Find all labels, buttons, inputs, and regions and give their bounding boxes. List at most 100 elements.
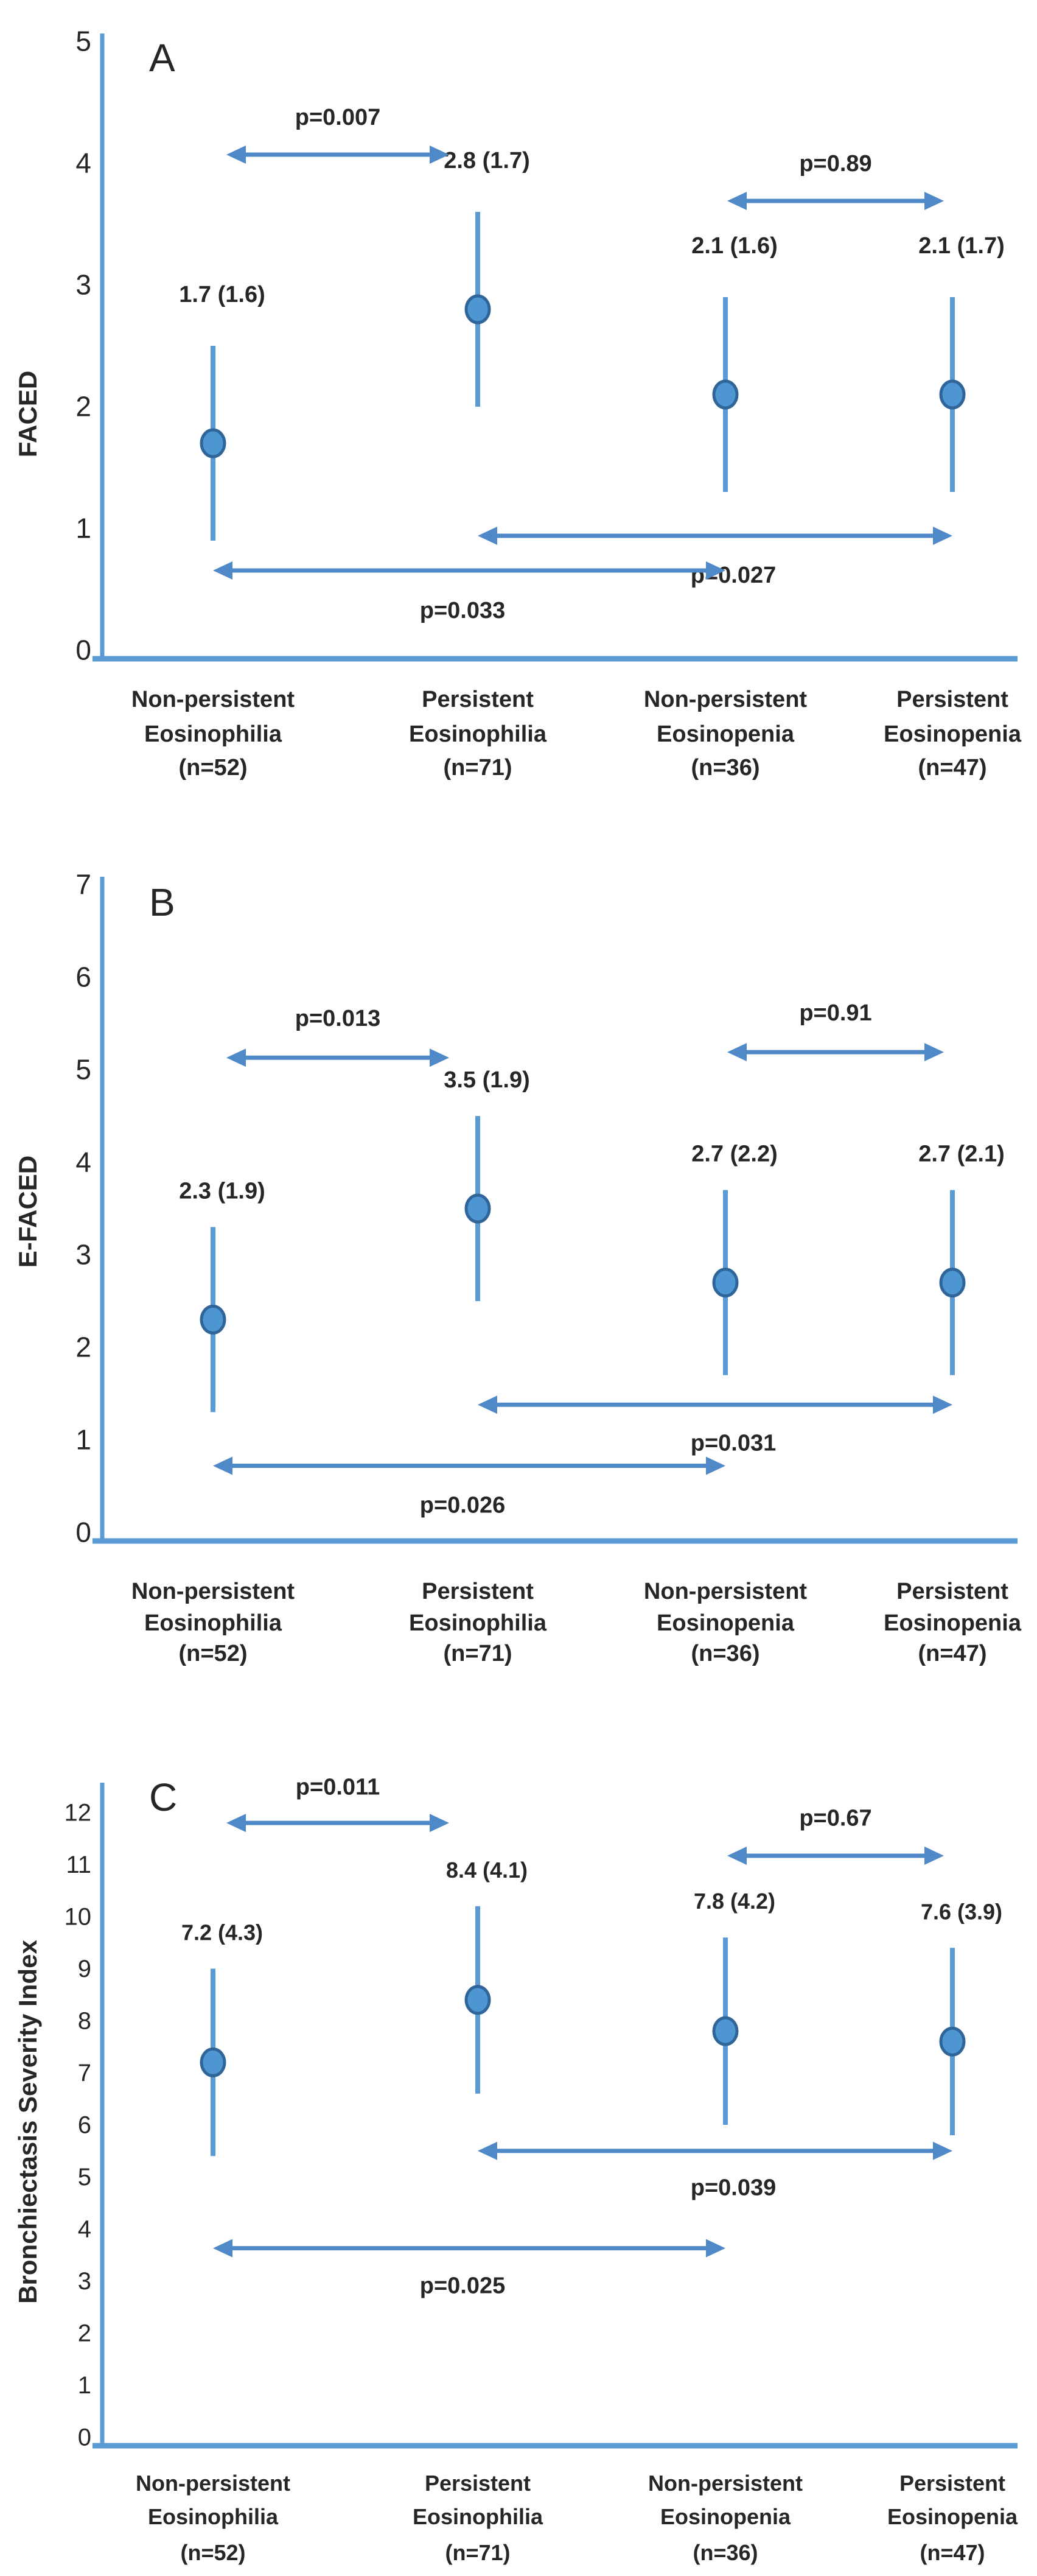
mean-dot (939, 1268, 966, 1298)
y-tick-label: 3 (78, 2268, 91, 2295)
arrow-head-left-icon (727, 192, 747, 210)
comparison-arrow (226, 1814, 449, 1833)
arrow-head-right-icon (933, 2141, 952, 2160)
p-value-label: p=0.027 (691, 563, 777, 588)
panel-letter: C (149, 1775, 177, 1819)
p-value-label: p=0.91 (799, 1000, 871, 1026)
p-value-label: p=0.039 (691, 2175, 777, 2201)
comparison-arrow (213, 1456, 725, 1475)
category-label: (n=71) (444, 1641, 512, 1666)
arrow-head-left-icon (727, 1043, 747, 1062)
category-label: Non-persistent (644, 687, 807, 712)
arrow-head-right-icon (706, 1456, 725, 1475)
p-value-label: p=0.89 (799, 151, 871, 177)
mean-dot (712, 1268, 739, 1298)
y-tick-label: 8 (78, 2008, 91, 2035)
category-label: Non-persistent (644, 1579, 807, 1604)
y-tick-label: 1 (75, 513, 91, 544)
mean-dot (200, 2047, 226, 2077)
mean-dot (200, 1304, 226, 1335)
category-label: Eosinophilia (413, 2504, 543, 2529)
arrow-head-right-icon (706, 561, 725, 580)
category-label: Eosinopenia (657, 721, 795, 747)
category-label: (n=52) (180, 2540, 245, 2565)
y-tick-label: 2 (75, 391, 91, 423)
mean-dot (712, 2016, 739, 2046)
y-tick-label: 11 (66, 1851, 91, 1878)
comparison-arrow (727, 192, 944, 210)
arrow-head-left-icon (213, 2239, 232, 2258)
y-tick-label: 4 (75, 147, 91, 179)
mean-sd-label: 2.1 (1.7) (918, 233, 1005, 259)
arrow-head-left-icon (213, 561, 232, 580)
comparison-arrow (226, 146, 449, 164)
arrow-head-left-icon (226, 1814, 246, 1833)
panel-A: A FACED 0 1 2 3 4 5 1.7 (1.6) Non-persistent Eosin… (13, 26, 1022, 781)
y-axis-title: Bronchiectasis Severity Index (13, 1940, 42, 2304)
comparison-arrow (478, 527, 952, 545)
arrow-head-left-icon (226, 146, 246, 164)
p-value-label: p=0.033 (420, 598, 506, 623)
category-label: (n=71) (444, 755, 512, 781)
mean-dot (464, 1193, 491, 1224)
mean-sd-label: 7.2 (4.3) (181, 1920, 263, 1945)
p-value-label: p=0.026 (420, 1492, 506, 1518)
y-tick-label: 3 (75, 269, 91, 301)
mean-sd-label: 2.7 (2.2) (691, 1142, 778, 1167)
mean-sd-label: 2.3 (1.9) (179, 1178, 265, 1204)
category-label: Eosinophilia (409, 1610, 547, 1636)
panel-letter: A (149, 36, 175, 80)
comparison-arrow (727, 1846, 944, 1865)
category-label: Non-persistent (131, 687, 295, 712)
comparison-arrow (226, 1048, 449, 1067)
mean-sd-label: 2.7 (2.1) (918, 1142, 1005, 1167)
category-label: (n=47) (918, 1641, 987, 1666)
category-label: Eosinopenia (884, 1610, 1022, 1636)
y-tick-label: 0 (78, 2424, 91, 2451)
y-tick-label: 2 (78, 2320, 91, 2347)
y-tick-label: 3 (75, 1239, 91, 1271)
mean-dot (464, 294, 491, 325)
category-label: Eosinopenia (660, 2504, 791, 2529)
p-value-label: p=0.013 (295, 1006, 381, 1031)
y-tick-label: 0 (75, 634, 91, 666)
arrow-head-left-icon (727, 1846, 747, 1865)
category-label: Persistent (422, 687, 534, 712)
y-tick-label: 7 (75, 869, 91, 900)
category-label: Persistent (896, 1579, 1008, 1604)
arrow-head-right-icon (430, 1048, 449, 1067)
y-tick-label: 5 (75, 26, 91, 57)
arrow-head-left-icon (478, 1395, 497, 1414)
p-value-label: p=0.025 (420, 2273, 506, 2298)
mean-sd-label: 7.6 (3.9) (921, 1899, 1002, 1924)
mean-sd-label: 1.7 (1.6) (179, 282, 265, 307)
y-tick-label: 0 (75, 1517, 91, 1548)
mean-sd-label: 8.4 (4.1) (446, 1858, 528, 1883)
category-label: (n=36) (693, 2540, 758, 2565)
p-value-label: p=0.031 (691, 1431, 777, 1456)
category-label: Eosinophilia (144, 721, 282, 747)
arrow-head-left-icon (226, 1048, 246, 1067)
y-tick-label: 7 (78, 2060, 91, 2086)
category-label: (n=36) (691, 755, 760, 781)
mean-sd-label: 2.8 (1.7) (444, 148, 530, 174)
category-label: Eosinopenia (884, 721, 1022, 747)
y-tick-label: 6 (78, 2112, 91, 2139)
arrow-head-left-icon (213, 1456, 232, 1475)
mean-dot (939, 379, 966, 410)
p-value-label: p=0.007 (295, 105, 381, 130)
y-tick-label: 1 (78, 2372, 91, 2399)
y-tick-label: 2 (75, 1332, 91, 1363)
mean-dot (200, 428, 226, 458)
arrow-head-right-icon (706, 2239, 725, 2258)
mean-dot (939, 2026, 966, 2057)
mean-dot (712, 379, 739, 410)
panel-letter: B (149, 880, 175, 924)
mean-dot (464, 1985, 491, 2015)
category-label: Non-persistent (131, 1579, 295, 1604)
y-tick-label: 9 (78, 1956, 91, 1982)
y-tick-label: 5 (78, 2164, 91, 2191)
